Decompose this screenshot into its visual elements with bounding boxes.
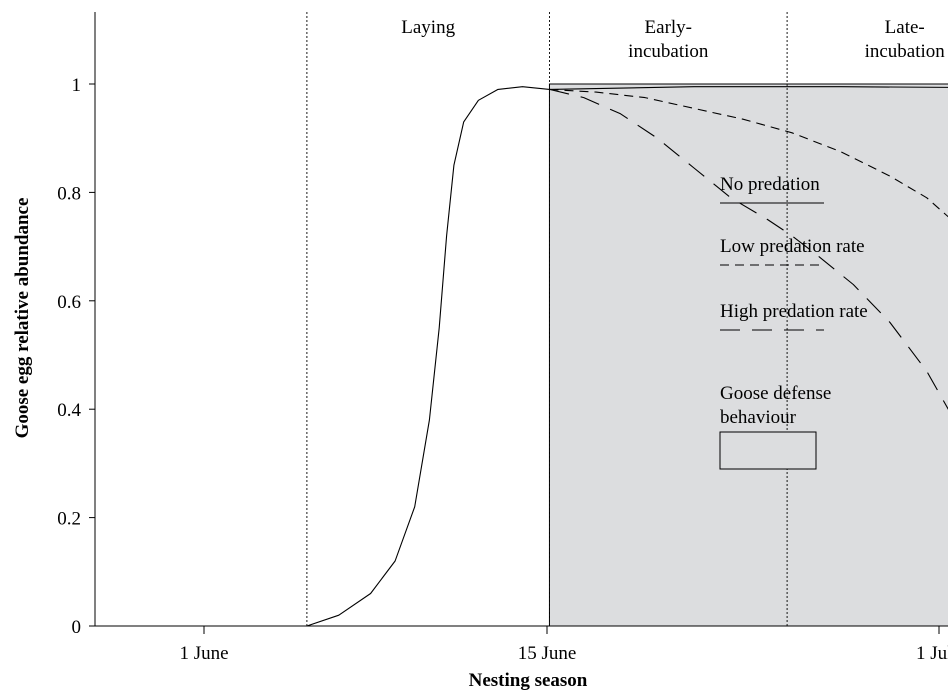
defense-region-layer (548, 83, 948, 627)
phase-label: incubation (865, 41, 946, 62)
legend-swatch-box (719, 431, 817, 470)
x-tick-label: 1 July (916, 643, 948, 664)
series-line-long-dash (549, 88, 948, 410)
legend-label: No predation (720, 174, 820, 195)
y-tick-label: 0.6 (57, 292, 81, 313)
series-line-short-dash (549, 88, 948, 218)
legend-label: High predation rate (720, 301, 868, 322)
y-tick-label: 0.4 (57, 400, 81, 421)
y-ticks: 0 0.2 0.4 0.6 0.8 1 (57, 75, 95, 638)
phase-label: Early- (645, 17, 692, 38)
y-tick-label: 0.2 (57, 509, 81, 530)
phase-labels: LayingEarly-incubationLate-incubationHat… (401, 17, 946, 62)
x-tick-label: 15 June (518, 643, 577, 664)
series-lines (306, 86, 948, 627)
y-axis-title: Goose egg relative abundance (12, 198, 33, 439)
y-tick-label: 0 (72, 617, 82, 638)
phase-label: Laying (401, 17, 455, 38)
x-axis-title: Nesting season (469, 670, 588, 690)
goose-defense-region (548, 83, 948, 627)
legend-label: behaviour (720, 407, 797, 428)
y-tick-label: 1 (72, 75, 82, 96)
phase-label: Late- (885, 17, 925, 38)
legend: No predation Low predation rate High preda… (719, 174, 868, 470)
x-tick-label: 1 June (179, 643, 228, 664)
legend-label: Goose defense (720, 383, 831, 404)
y-tick-label: 0.8 (57, 183, 81, 204)
legend-label: Low predation rate (720, 236, 865, 257)
axes (94, 12, 948, 627)
series-line-solid (306, 86, 948, 627)
phase-label: incubation (628, 41, 709, 62)
